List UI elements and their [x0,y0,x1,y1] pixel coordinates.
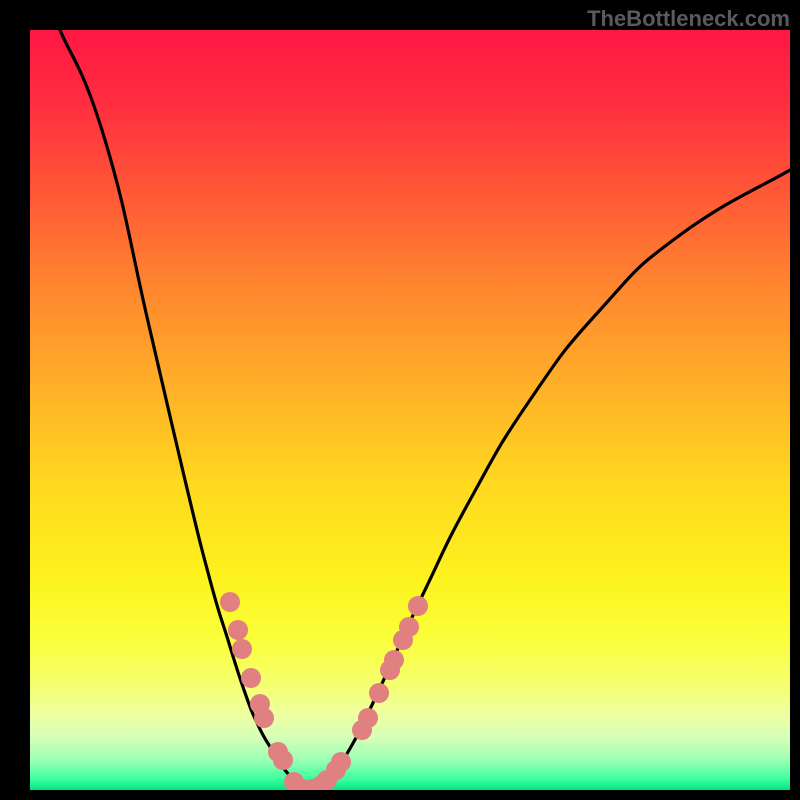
data-marker [241,668,261,688]
data-marker [408,596,428,616]
data-marker [331,752,351,772]
data-marker [254,708,274,728]
data-marker [232,639,252,659]
watermark-text: TheBottleneck.com [587,6,790,32]
data-marker [369,683,389,703]
data-marker [399,617,419,637]
data-marker [273,750,293,770]
data-marker [220,592,240,612]
data-marker [384,650,404,670]
data-marker [228,620,248,640]
data-marker [358,708,378,728]
plot-area [30,30,790,790]
markers-layer [30,30,790,790]
